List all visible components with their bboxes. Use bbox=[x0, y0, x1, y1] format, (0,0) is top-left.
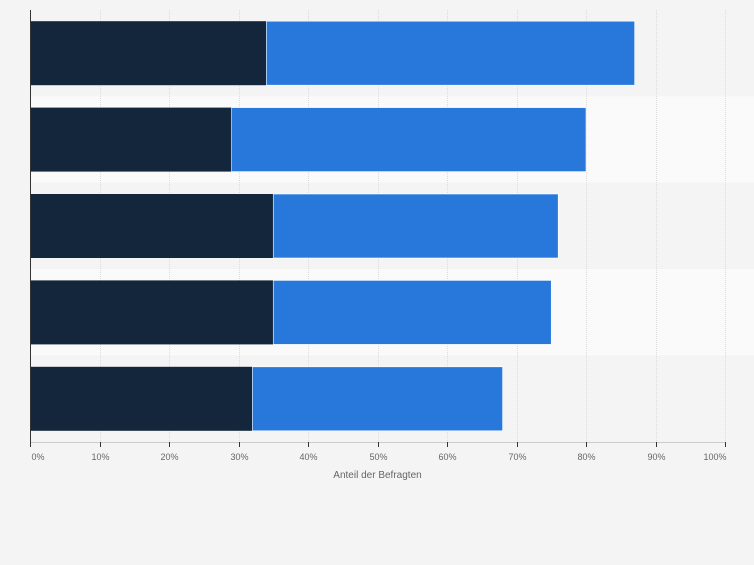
x-tick-label: 60% bbox=[438, 452, 456, 462]
x-tick-label: 40% bbox=[299, 452, 317, 462]
axes bbox=[30, 10, 726, 447]
bar-segment bbox=[30, 194, 274, 258]
bars bbox=[30, 20, 635, 432]
x-tick-label: 100% bbox=[703, 452, 726, 462]
bar-segment bbox=[30, 280, 274, 345]
x-tick-label: 10% bbox=[91, 452, 109, 462]
x-tick-label: 50% bbox=[369, 452, 387, 462]
bar-segment bbox=[265, 20, 635, 86]
bar-segment bbox=[272, 280, 552, 345]
x-tick-labels: 0% 10% 20% 30% 40% 50% 60% 70% 80% 90% 100% bbox=[32, 452, 727, 462]
x-tick-label: 70% bbox=[508, 452, 526, 462]
bar-segment bbox=[30, 107, 232, 172]
bar-segment bbox=[252, 366, 503, 432]
x-tick-label: 90% bbox=[647, 452, 665, 462]
x-tick-label: 20% bbox=[160, 452, 178, 462]
bar-segment bbox=[272, 193, 559, 259]
bar-segment bbox=[30, 366, 253, 431]
x-axis-label: Anteil der Befragten bbox=[333, 470, 421, 481]
x-tick-label: 0% bbox=[32, 452, 45, 462]
x-tick-label: 80% bbox=[577, 452, 595, 462]
x-tick-label: 30% bbox=[230, 452, 248, 462]
bar-segment bbox=[30, 21, 267, 86]
bar-segment bbox=[231, 107, 587, 172]
